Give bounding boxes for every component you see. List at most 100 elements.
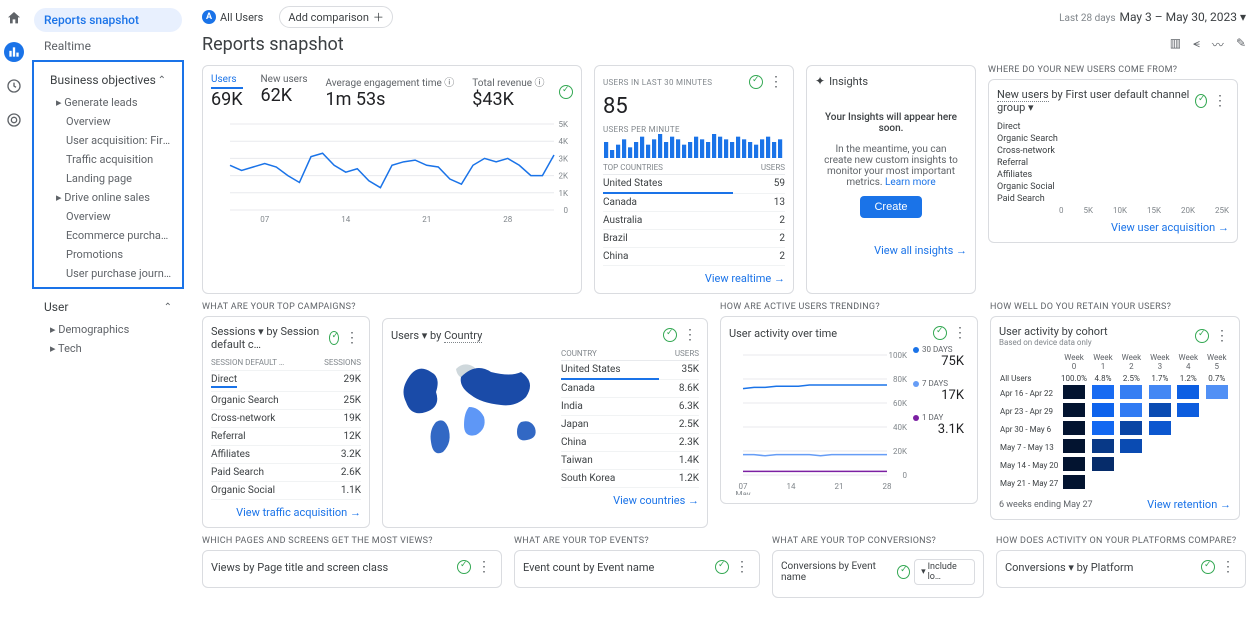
status-check-icon <box>559 85 573 99</box>
sidebar-group-tech[interactable]: ▸ Tech <box>28 339 188 358</box>
edit-icon[interactable]: ✎ <box>1236 36 1246 53</box>
chip-all-users[interactable]: AAll Users <box>202 8 271 26</box>
link-view-retention[interactable]: View retention <box>1147 498 1231 511</box>
link-view-traffic-acquisition[interactable]: View traffic acquisition <box>211 506 361 519</box>
section-conversions: WHAT ARE YOUR TOP CONVERSIONS? Conversio… <box>772 536 984 598</box>
create-insight-button[interactable]: Create <box>860 196 921 218</box>
card-menu-icon[interactable]: ⋮ <box>1213 328 1231 344</box>
share-icon[interactable]: ⪪ <box>1193 36 1200 53</box>
sidebar-item-ecommerce[interactable]: Ecommerce purchases <box>34 226 182 245</box>
advertising-icon[interactable] <box>4 110 24 130</box>
table-row[interactable]: China2.3K <box>561 434 699 452</box>
table-row[interactable]: Australia2 <box>603 212 785 230</box>
hbar-row[interactable]: Cross-network <box>997 146 1229 156</box>
insights-body-2: In the meantime, you can create new cust… <box>821 144 961 188</box>
card-menu-icon[interactable]: ⋮ <box>475 559 493 575</box>
section-label-pages: WHICH PAGES AND SCREENS GET THE MOST VIE… <box>202 536 502 546</box>
kpi-label[interactable]: Total revenue ⓘ <box>472 74 544 89</box>
customize-icon[interactable]: ▥ <box>1170 36 1181 53</box>
section-events: WHAT ARE YOUR TOP EVENTS? Event count by… <box>514 536 760 598</box>
section-label-retention: HOW WELL DO YOU RETAIN YOUR USERS? <box>990 302 1240 312</box>
link-view-user-acquisition[interactable]: View user acquisition <box>997 221 1229 234</box>
sidebar-item-promotions[interactable]: Promotions <box>34 245 182 264</box>
table-row[interactable]: Taiwan1.4K <box>561 452 699 470</box>
card-campaigns: Sessions ▾ by Session default c…⋮ SESSIO… <box>202 316 370 528</box>
event-count-title[interactable]: Event count by Event name <box>523 561 654 574</box>
status-check-icon <box>749 75 763 89</box>
reports-icon[interactable] <box>4 42 24 62</box>
sidebar-group-drive-online-sales[interactable]: ▸ Drive online sales <box>34 188 182 207</box>
retention-subtitle: Based on device data only <box>999 338 1108 347</box>
kpi-label[interactable]: Average engagement time ⓘ <box>326 74 455 89</box>
legend-item: 7 DAYS <box>913 379 964 388</box>
status-check-icon <box>933 326 947 340</box>
link-view-countries[interactable]: View countries <box>391 494 699 507</box>
kpi-label[interactable]: Users <box>211 74 243 89</box>
sidebar-section-business-objectives[interactable]: Business objectives⌃ <box>40 66 176 93</box>
svg-text:80K: 80K <box>893 375 908 384</box>
table-row[interactable]: China2 <box>603 248 785 266</box>
card-menu-icon[interactable]: ⋮ <box>951 325 969 341</box>
table-row[interactable]: India6.3K <box>561 398 699 416</box>
table-row[interactable]: Direct29K <box>211 371 361 392</box>
sidebar-item-overview[interactable]: Overview <box>34 112 182 131</box>
table-row[interactable]: Cross-network19K <box>211 410 361 428</box>
table-row[interactable]: South Korea1.2K <box>561 470 699 488</box>
card-menu-icon[interactable]: ⋮ <box>343 330 361 346</box>
card-menu-icon[interactable]: ⋮ <box>681 327 699 343</box>
table-row[interactable]: Organic Search25K <box>211 392 361 410</box>
table-row[interactable]: Brazil2 <box>603 230 785 248</box>
table-row[interactable]: Referral12K <box>211 428 361 446</box>
sidebar-item-landing-page[interactable]: Landing page <box>34 169 182 188</box>
link-view-realtime[interactable]: View realtime <box>603 272 785 285</box>
sidebar-section-user[interactable]: User⌃ <box>34 293 182 320</box>
acquisition-title[interactable]: New users by First user default channel … <box>997 88 1191 114</box>
section-campaigns: WHAT ARE YOUR TOP CAMPAIGNS? Sessions ▾ … <box>202 302 370 528</box>
hbar-row[interactable]: Referral <box>997 158 1229 168</box>
hbar-row[interactable]: Affiliates <box>997 170 1229 180</box>
card-kpi-overview: Users69KNew users62KAverage engagement t… <box>202 65 582 294</box>
platforms-title[interactable]: Conversions ▾ by Platform <box>1005 561 1133 574</box>
date-range-picker[interactable]: Last 28 daysMay 3 – May 30, 2023 ▾ <box>1059 10 1246 24</box>
countries-title[interactable]: Users ▾ by Country <box>391 329 482 342</box>
table-row[interactable]: United States59 <box>603 175 785 194</box>
home-icon[interactable] <box>4 8 24 28</box>
hbar-row[interactable]: Organic Social <box>997 182 1229 192</box>
table-row[interactable]: Canada13 <box>603 193 785 212</box>
sidebar-reports-snapshot[interactable]: Reports snapshot <box>34 8 182 32</box>
sidebar-realtime[interactable]: Realtime <box>34 34 182 58</box>
table-row[interactable]: Paid Search2.6K <box>211 464 361 482</box>
link-view-all-insights[interactable]: View all insights <box>815 244 967 257</box>
card-menu-icon[interactable]: ⋮ <box>767 74 785 90</box>
table-row[interactable]: Japan2.5K <box>561 416 699 434</box>
legend-item: 1 DAY <box>913 413 964 422</box>
explore-icon[interactable] <box>4 76 24 96</box>
views-title[interactable]: Views by Page title and screen class <box>211 561 388 574</box>
conversions-title[interactable]: Conversions by Event name <box>781 561 893 583</box>
sidebar-item-overview-2[interactable]: Overview <box>34 207 182 226</box>
sidebar-item-traffic-acquisition[interactable]: Traffic acquisition <box>34 150 182 169</box>
sidebar-item-purchase-journey[interactable]: User purchase journey <box>34 264 182 283</box>
section-acquisition: WHERE DO YOUR NEW USERS COME FROM? New u… <box>988 65 1238 294</box>
include-dropdown[interactable]: ▾ Include lo… <box>914 559 975 585</box>
link-learn-more[interactable]: Learn more <box>885 177 936 188</box>
card-menu-icon[interactable]: ⋮ <box>733 559 751 575</box>
campaigns-title[interactable]: Sessions ▾ by Session default c… <box>211 325 325 351</box>
table-row[interactable]: United States35K <box>561 361 699 380</box>
insights-icon[interactable]: 〰 <box>1212 36 1224 53</box>
table-row[interactable]: Affiliates3.2K <box>211 446 361 464</box>
kpi-label[interactable]: New users <box>261 74 308 85</box>
main-content: AAll Users Add comparison＋ Last 28 daysM… <box>188 0 1260 622</box>
hbar-row[interactable]: Direct <box>997 122 1229 132</box>
sidebar-group-generate-leads[interactable]: ▸ Generate leads <box>34 93 182 112</box>
hbar-row[interactable]: Organic Search <box>997 134 1229 144</box>
table-row[interactable]: Organic Social1.1K <box>211 482 361 500</box>
chip-add-comparison[interactable]: Add comparison＋ <box>279 6 393 28</box>
card-menu-icon[interactable]: ⋮ <box>1219 559 1237 575</box>
table-row[interactable]: Canada8.6K <box>561 379 699 398</box>
card-menu-icon[interactable]: ⋮ <box>1211 93 1229 109</box>
sidebar-group-demographics[interactable]: ▸ Demographics <box>28 320 188 339</box>
chart-user-activity: 100K80K60K40K20K007142128May <box>729 345 909 495</box>
hbar-row[interactable]: Paid Search <box>997 194 1229 204</box>
sidebar-item-user-acquisition[interactable]: User acquisition: First user … <box>34 131 182 150</box>
